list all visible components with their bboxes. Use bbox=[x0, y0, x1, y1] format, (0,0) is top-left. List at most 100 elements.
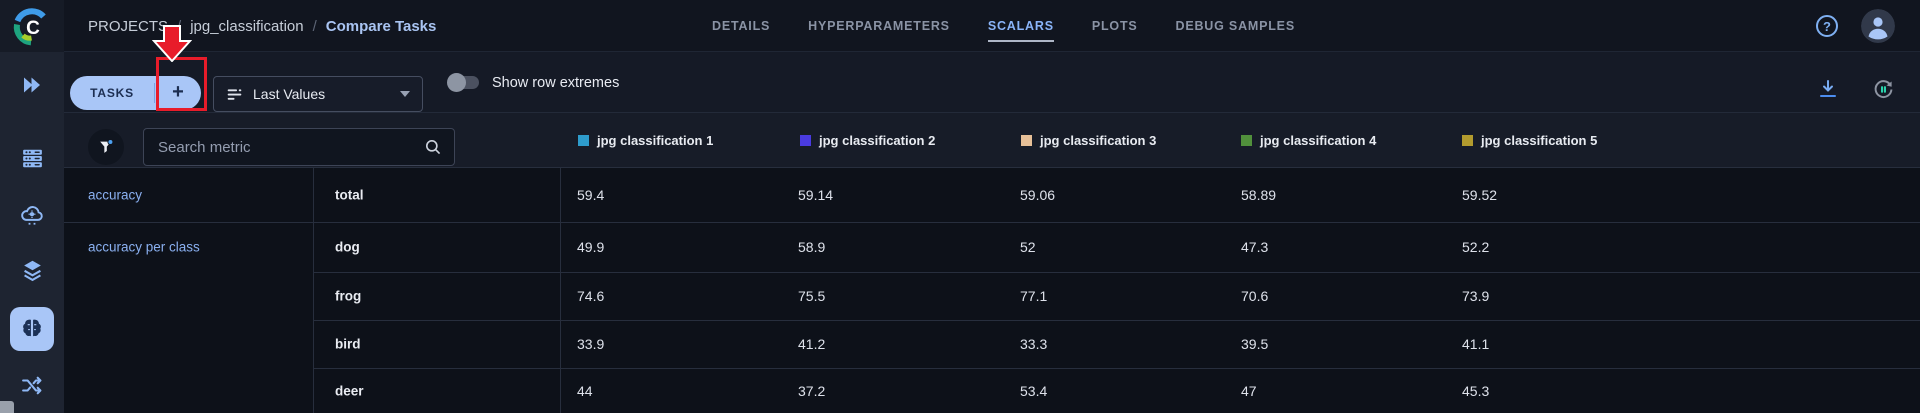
column-header-label: jpg classification 1 bbox=[597, 133, 714, 148]
value-cell: 75.5 bbox=[798, 288, 826, 304]
value-cell: 47 bbox=[1241, 383, 1257, 399]
task4-color-swatch bbox=[1241, 135, 1252, 146]
value-cell: 59.06 bbox=[1020, 187, 1056, 203]
value-cell: 45.3 bbox=[1462, 383, 1490, 399]
tab-details[interactable]: DETAILS bbox=[712, 19, 771, 33]
task5-color-swatch bbox=[1462, 135, 1473, 146]
metrics-table-body: accuracy total 59.4 59.14 59.06 58.89 59… bbox=[64, 168, 1920, 413]
tab-scalars[interactable]: SCALARS bbox=[987, 0, 1054, 52]
add-task-button[interactable]: + bbox=[172, 80, 184, 103]
download-button[interactable] bbox=[1815, 76, 1841, 102]
column-header-label: jpg classification 2 bbox=[819, 133, 936, 148]
toggle-knob bbox=[447, 73, 466, 92]
value-cell: 59.4 bbox=[577, 187, 605, 203]
row-divider bbox=[313, 368, 1920, 369]
value-cell: 49.9 bbox=[577, 239, 605, 255]
pill-divider bbox=[154, 83, 155, 103]
column-header-label: jpg classification 3 bbox=[1040, 133, 1157, 148]
column-header-task3: jpg classification 3 bbox=[1021, 113, 1156, 168]
table-row-bird: bird 33.9 41.2 33.3 39.5 41.1 bbox=[64, 320, 1920, 368]
chevron-down-icon bbox=[400, 91, 410, 97]
filter-funnel-icon bbox=[100, 139, 114, 153]
tasks-pill: TASKS + bbox=[70, 76, 201, 110]
metric-name-link[interactable]: accuracy bbox=[88, 187, 143, 203]
row-extremes-control: Show row extremes bbox=[447, 52, 620, 113]
sidebar-item-brain[interactable] bbox=[0, 307, 64, 351]
download-icon bbox=[1820, 80, 1836, 97]
tab-plots[interactable]: PLOTS bbox=[1091, 19, 1138, 33]
table-row-accuracy-total: accuracy total 59.4 59.14 59.06 58.89 59… bbox=[64, 168, 1920, 222]
top-header: PROJECTS / jpg_classification / Compare … bbox=[64, 0, 1920, 52]
sidebar-item-double-chevron[interactable] bbox=[0, 63, 64, 107]
filter-button[interactable] bbox=[88, 129, 124, 165]
show-row-extremes-label: Show row extremes bbox=[492, 74, 620, 91]
clearml-logo-icon: C bbox=[13, 8, 46, 46]
tab-debug-samples[interactable]: DEBUG SAMPLES bbox=[1175, 19, 1295, 33]
values-mode-dropdown[interactable]: Last Values bbox=[213, 76, 423, 112]
double-chevron-icon bbox=[24, 77, 40, 93]
value-cell: 73.9 bbox=[1462, 288, 1490, 304]
value-cell: 58.89 bbox=[1241, 187, 1277, 203]
sidebar-item-workers-queues[interactable] bbox=[0, 136, 64, 180]
value-cell: 52 bbox=[1020, 239, 1036, 255]
value-cell: 33.3 bbox=[1020, 336, 1048, 352]
breadcrumb-projects[interactable]: PROJECTS bbox=[88, 17, 169, 35]
person-icon bbox=[1861, 9, 1895, 43]
row-divider bbox=[313, 320, 1920, 321]
metric-search bbox=[143, 128, 455, 166]
pipelines-icon bbox=[21, 376, 41, 394]
refresh-pause-icon bbox=[1874, 79, 1892, 98]
value-cell: 44 bbox=[577, 383, 593, 399]
brain-icon bbox=[23, 319, 41, 337]
variant-name: deer bbox=[335, 383, 364, 399]
variant-name: bird bbox=[335, 336, 361, 352]
value-cell: 59.14 bbox=[798, 187, 834, 203]
value-cell: 47.3 bbox=[1241, 239, 1269, 255]
compare-toolbar: TASKS + Last Values Show row bbox=[64, 25, 1920, 113]
variant-name: total bbox=[335, 187, 364, 203]
breadcrumb-project-name[interactable]: jpg_classification bbox=[190, 17, 304, 35]
value-cell: 41.1 bbox=[1462, 336, 1490, 352]
values-mode-icon bbox=[227, 88, 242, 100]
value-cell: 33.9 bbox=[577, 336, 605, 352]
help-icon[interactable]: ? bbox=[1816, 15, 1838, 37]
variant-name: dog bbox=[335, 239, 360, 255]
variant-name: frog bbox=[335, 288, 362, 304]
values-mode-value: Last Values bbox=[253, 86, 326, 102]
clearml-logo[interactable]: C bbox=[0, 0, 64, 52]
value-cell: 37.2 bbox=[798, 383, 826, 399]
column-divider bbox=[560, 168, 561, 413]
user-avatar[interactable] bbox=[1861, 9, 1895, 43]
sidebar-scroll-notch bbox=[0, 401, 14, 413]
metric-name-link[interactable]: accuracy per class bbox=[88, 239, 200, 255]
search-input[interactable] bbox=[158, 138, 424, 156]
breadcrumb-separator: / bbox=[177, 17, 182, 35]
task3-color-swatch bbox=[1021, 135, 1032, 146]
breadcrumb: PROJECTS / jpg_classification / Compare … bbox=[88, 0, 436, 52]
row-divider bbox=[313, 272, 1920, 273]
table-row-deer: deer 44 37.2 53.4 47 45.3 bbox=[64, 368, 1920, 413]
value-cell: 77.1 bbox=[1020, 288, 1048, 304]
row-divider bbox=[64, 222, 1920, 223]
table-row-accuracy-per-class-dog: accuracy per class dog 49.9 58.9 52 47.3… bbox=[64, 222, 1920, 272]
sidebar: C bbox=[0, 0, 64, 413]
sidebar-item-layers[interactable] bbox=[0, 248, 64, 292]
auto-refresh-button[interactable] bbox=[1870, 76, 1896, 102]
column-header-label: jpg classification 4 bbox=[1260, 133, 1377, 148]
metrics-table-header: jpg classification 1 jpg classification … bbox=[64, 113, 1920, 168]
tab-hyperparameters[interactable]: HYPERPARAMETERS bbox=[808, 19, 950, 33]
task2-color-swatch bbox=[800, 135, 811, 146]
workers-queues-icon bbox=[22, 149, 42, 167]
show-row-extremes-toggle[interactable] bbox=[447, 73, 479, 92]
value-cell: 53.4 bbox=[1020, 383, 1048, 399]
sidebar-item-pipelines[interactable] bbox=[0, 363, 64, 407]
sidebar-item-cloud-autoscale[interactable] bbox=[0, 193, 64, 237]
value-cell: 59.52 bbox=[1462, 187, 1498, 203]
value-cell: 74.6 bbox=[577, 288, 605, 304]
tasks-button[interactable]: TASKS bbox=[90, 86, 134, 100]
value-cell: 58.9 bbox=[798, 239, 826, 255]
value-cell: 41.2 bbox=[798, 336, 826, 352]
column-header-task5: jpg classification 5 bbox=[1462, 113, 1597, 168]
breadcrumb-current-page: Compare Tasks bbox=[325, 17, 437, 35]
